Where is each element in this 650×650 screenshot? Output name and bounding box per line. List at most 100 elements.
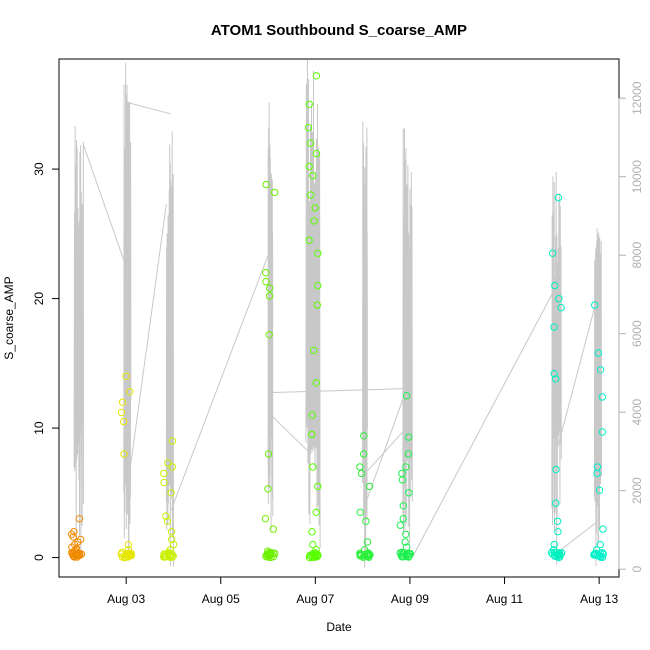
data-point	[168, 550, 176, 558]
y-right-tick-label: 2000	[630, 477, 644, 504]
data-point	[555, 294, 563, 303]
data-point	[364, 551, 372, 559]
data-point	[307, 191, 315, 199]
data-point	[264, 485, 272, 493]
data-point	[168, 463, 177, 471]
data-point	[309, 463, 317, 471]
data-point	[121, 553, 130, 561]
x-tick-label: Aug 13	[580, 592, 618, 606]
data-point	[167, 489, 175, 497]
data-point	[362, 517, 370, 525]
data-point	[312, 72, 321, 80]
y-right-tick-label: 0	[630, 565, 644, 572]
x-tick-label: Aug 11	[486, 592, 523, 606]
data-point	[548, 249, 557, 258]
data-point	[120, 450, 128, 458]
data-point	[265, 331, 273, 339]
data-point	[270, 188, 279, 197]
line-connector-7	[366, 392, 406, 499]
data-point	[122, 372, 130, 380]
data-point	[70, 552, 78, 561]
data-point	[160, 469, 168, 478]
y-tick-label: 20	[32, 292, 46, 306]
data-point	[166, 551, 175, 560]
line-burst-0	[73, 126, 85, 552]
y-tick-label: 10	[32, 421, 46, 435]
data-point	[399, 502, 407, 510]
data-point	[264, 450, 273, 458]
data-point	[77, 535, 85, 544]
data-point	[364, 549, 372, 557]
data-point	[398, 469, 406, 478]
data-point	[164, 459, 172, 467]
data-point	[304, 123, 313, 132]
data-point	[262, 278, 270, 286]
data-point	[399, 549, 408, 557]
line-burst-8	[593, 228, 602, 567]
data-point	[124, 540, 133, 549]
data-point	[306, 139, 315, 147]
y-right-tick-label: 12000	[630, 81, 644, 115]
data-point	[311, 204, 319, 212]
line-burst-4	[305, 59, 321, 549]
line-series-layer	[73, 59, 602, 568]
line-burst-3	[267, 102, 274, 530]
data-point	[120, 417, 128, 426]
data-point	[72, 550, 81, 558]
data-point	[360, 432, 368, 440]
data-point	[312, 508, 320, 516]
data-point	[596, 366, 605, 374]
y-right-tick-label: 10000	[630, 160, 644, 194]
data-point	[314, 482, 322, 491]
data-point	[557, 303, 565, 312]
data-point	[405, 433, 413, 441]
data-point	[595, 486, 604, 494]
y-axis-label: S_coarse_AMP	[2, 276, 16, 359]
data-point	[314, 249, 322, 258]
data-point	[75, 515, 84, 523]
x-axis: Aug 03 Aug 05 Aug 07 Aug 09 Aug 11 Aug 13	[107, 576, 618, 606]
data-point	[399, 515, 407, 523]
data-point	[356, 463, 364, 471]
data-point	[168, 437, 177, 445]
y-right-tick-label: 8000	[630, 242, 644, 269]
data-point	[596, 540, 604, 549]
data-point	[405, 489, 413, 497]
data-point	[313, 301, 321, 309]
data-point	[162, 512, 170, 520]
data-point	[550, 548, 559, 557]
data-point	[593, 463, 602, 471]
data-point	[552, 465, 560, 474]
line-connector-9	[560, 521, 598, 550]
data-point	[310, 217, 318, 225]
x-axis-label: Date	[326, 620, 352, 634]
data-point	[126, 388, 134, 396]
data-point	[401, 538, 409, 546]
line-burst-2	[165, 131, 174, 567]
data-point	[554, 193, 563, 202]
line-connector-5	[267, 411, 309, 452]
data-point	[305, 100, 313, 109]
data-point	[598, 553, 607, 561]
data-point	[591, 301, 599, 309]
line-connector-1	[126, 101, 172, 115]
line-burst-5	[362, 121, 368, 568]
data-point	[363, 538, 372, 546]
data-point	[590, 550, 598, 558]
data-point	[266, 284, 274, 292]
data-point	[269, 525, 277, 533]
x-tick-label: Aug 03	[107, 592, 145, 606]
data-point	[552, 499, 560, 507]
data-point	[305, 162, 313, 171]
line-burst-1	[123, 62, 132, 553]
data-point	[118, 553, 126, 561]
data-point	[552, 375, 560, 383]
data-point	[167, 528, 176, 536]
data-point	[267, 553, 275, 562]
data-point	[360, 450, 368, 458]
data-point	[554, 550, 562, 558]
data-point	[262, 180, 270, 189]
data-point	[549, 550, 557, 558]
y-axis-left: 0 10 20 30	[32, 162, 60, 561]
data-point	[312, 149, 321, 158]
